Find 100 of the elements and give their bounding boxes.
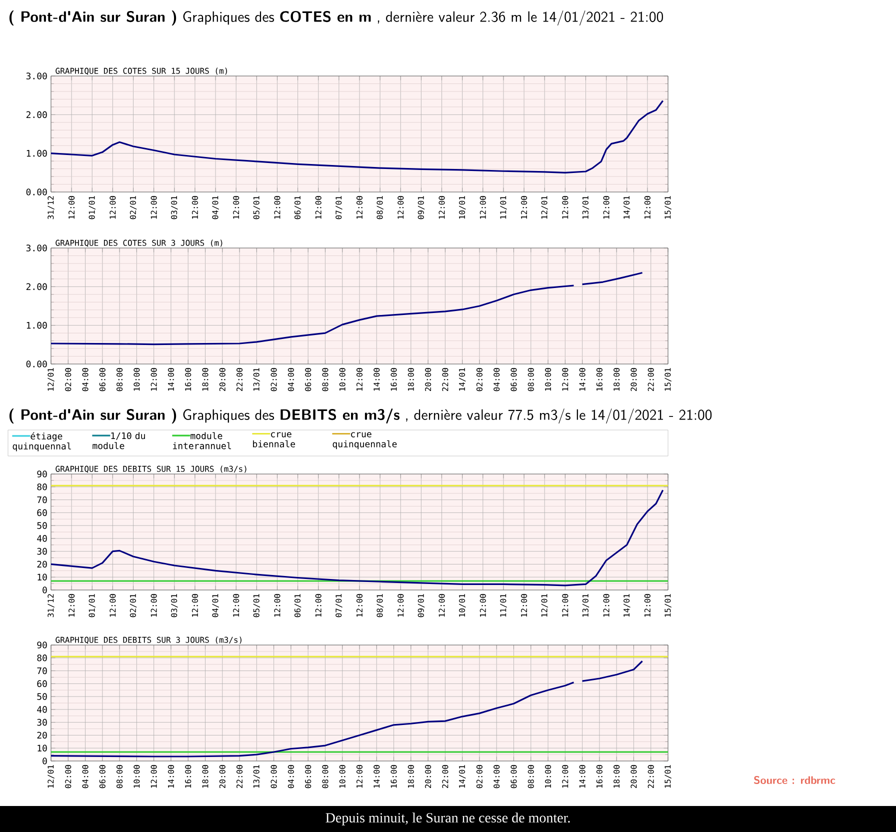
x-tick-label: 12:00 [356,196,363,219]
x-tick-label: 04:00 [288,765,294,788]
chart-title: GRAPHIQUE DES DEBITS SUR 15 JOURS (m3/s) [56,466,246,473]
y-tick-label: 2.00 [26,111,47,118]
x-tick-label: 22:00 [648,765,654,788]
x-tick-label: 12:00 [480,196,486,219]
x-tick-label: 14:00 [579,368,586,391]
x-tick-label: 02/01 [130,594,137,618]
x-tick-label: 14:00 [374,765,380,788]
chart-title: GRAPHIQUE DES DEBITS SUR 3 JOURS (m3/s) [56,636,242,644]
y-tick-label: 90 [37,642,47,648]
x-tick-label: 05/01 [253,196,260,220]
x-tick-label: 16:00 [185,765,192,788]
chart-title: GRAPHIQUE DES COTES SUR 3 JOURS (m) [56,240,222,247]
x-tick-label: 16:00 [596,765,602,788]
x-tick-label: 09/01 [418,196,425,220]
x-tick-label: 12:00 [110,594,116,617]
y-tick-label: 20 [37,732,47,739]
x-tick-label: 12:00 [438,196,445,219]
y-tick-label: 40 [37,535,47,542]
x-tick-label: 08/01 [376,594,384,618]
x-tick-label: 12:00 [315,196,322,219]
x-tick-label: 12:00 [356,594,363,617]
x-tick-label: 12:00 [562,765,568,788]
x-tick-label: 12:00 [521,196,528,219]
x-tick-label: 01/01 [88,594,96,618]
x-tick-label: 12:00 [480,594,486,617]
x-tick-label: 31/12 [48,594,54,618]
x-tick-label: 10:00 [134,368,140,391]
text: ( Pont-d'Ain sur Suran ) Graphiques des DEBITS en m3/s , dernière valeur 77.5 m3/s le 14/01/2021 - 21:00 [9,408,712,424]
x-tick-label: 12/01 [48,765,54,788]
x-tick-label: 12:00 [356,765,363,788]
x-tick-label: 03/01 [171,594,178,618]
category-label: 1/10 du module [92,432,145,450]
x-tick-label: 02/01 [130,196,137,220]
x-tick-label: 06:00 [99,368,106,392]
x-tick-label: 06:00 [305,368,312,392]
x-tick-label: 12:00 [603,594,610,617]
x-tick-label: 10:00 [545,368,552,391]
x-tick-label: 20:00 [425,765,432,788]
x-tick-label: 31/12 [48,196,54,220]
x-tick-label: 12:00 [356,368,363,391]
x-tick-label: 02:00 [270,765,277,788]
x-tick-label: 12:00 [192,196,198,219]
x-tick-label: 12:00 [315,594,322,617]
x-tick-label: 12:00 [110,196,116,219]
x-tick-label: 12:00 [68,594,75,617]
category-label: étiage quinquennal [12,432,71,452]
x-tick-label: 10:00 [339,368,346,391]
x-tick-label: 06/01 [294,196,302,220]
y-tick-label: 20 [37,560,47,568]
x-tick-label: 12:00 [274,196,280,219]
x-tick-label: 14/01 [458,765,466,788]
x-tick-label: 04/01 [212,594,219,618]
x-tick-label: 12:00 [233,196,240,219]
x-tick-label: 10/01 [458,594,466,617]
x-tick-label: 02:00 [476,765,482,788]
source-note: Source : rdbrmc [754,776,836,784]
x-tick-label: 05/01 [253,594,260,618]
y-tick-label: 50 [37,522,47,529]
x-tick-label: 12:00 [562,196,568,219]
category-label: module interannuel [172,432,231,450]
x-tick-label: 02:00 [270,368,277,392]
x-tick-label: 12:00 [150,594,157,617]
y-tick-label: 0.00 [26,360,47,368]
x-tick-label: 22:00 [236,765,243,788]
x-tick-label: 07/01 [336,196,342,220]
x-tick-label: 16:00 [390,765,397,788]
x-tick-label: 20:00 [219,765,226,788]
x-tick-label: 11/01 [500,196,507,219]
x-tick-label: 06:00 [510,368,517,392]
y-tick-label: 40 [37,706,47,713]
x-tick-label: 01/01 [88,196,96,220]
x-tick-label: 12:00 [521,594,528,617]
x-tick-label: 10:00 [339,765,346,788]
x-tick-label: 04:00 [82,368,88,392]
x-tick-label: 06/01 [294,594,302,618]
x-tick-label: 02:00 [65,368,72,392]
x-tick-label: 12:00 [603,196,610,219]
x-tick-label: 18:00 [614,765,620,788]
x-tick-label: 18:00 [202,765,208,788]
x-tick-label: 04:00 [82,765,88,788]
y-tick-label: 30 [37,718,47,726]
x-tick-label: 12:00 [274,594,280,617]
x-tick-label: 15/01 [664,368,672,391]
x-tick-label: 10:00 [545,765,552,788]
x-tick-label: 08:00 [528,765,534,788]
y-tick-label: 60 [37,680,47,688]
x-tick-label: 12:00 [233,594,240,617]
x-tick-label: 09/01 [418,594,425,618]
x-tick-label: 12:00 [150,196,157,219]
x-tick-label: 10/01 [458,196,466,219]
x-tick-label: 08:00 [528,368,534,392]
x-tick-label: 13/01 [582,196,590,219]
y-tick-label: 80 [37,483,47,490]
x-tick-label: 12:00 [150,368,157,391]
x-tick-label: 18:00 [614,368,620,391]
x-tick-label: 08:00 [322,368,328,392]
y-tick-label: 0 [42,758,47,764]
x-tick-label: 12:00 [398,196,404,219]
